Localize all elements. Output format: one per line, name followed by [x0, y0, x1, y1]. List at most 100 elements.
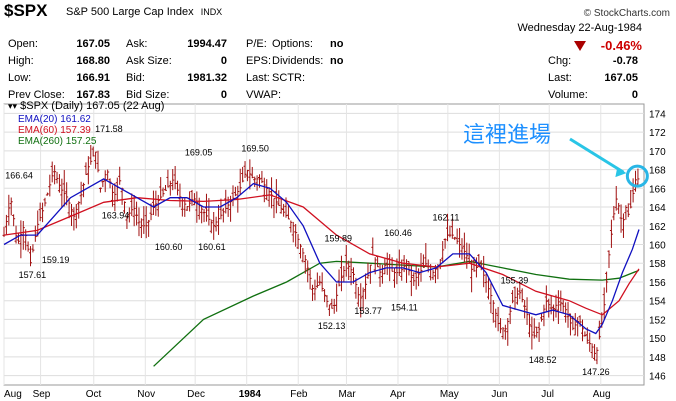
- quote-label: Last:: [246, 72, 270, 84]
- peak-label: 160.60: [155, 242, 183, 252]
- ema60-line: [3, 194, 640, 316]
- quote-label: Bid Size:: [126, 89, 170, 101]
- y-tick-label: 166: [649, 184, 666, 195]
- peak-label: 159.89: [324, 234, 352, 244]
- x-tick-label: Mar: [338, 389, 356, 400]
- quote-value: 168.80: [76, 55, 110, 67]
- quote-label: Chg:: [548, 55, 572, 67]
- quote-value: 166.91: [76, 72, 110, 84]
- quote-label: Ask Size:: [126, 55, 172, 67]
- peak-label: 169.05: [185, 148, 213, 158]
- quote-value: 167.83: [76, 89, 110, 101]
- y-tick-label: 154: [649, 297, 666, 308]
- quote-label: Low:: [8, 72, 32, 84]
- y-tick-label: 168: [649, 166, 666, 177]
- x-tick-label: Jun: [491, 389, 507, 400]
- legend-ema60: EMA(60) 157.39: [18, 125, 91, 136]
- highlight-circle: [625, 164, 649, 188]
- quote-date: Wednesday 22-Aug-1984: [517, 22, 642, 34]
- quote-label: Prev Close:: [8, 89, 65, 101]
- peak-label: 159.19: [42, 255, 70, 265]
- legend-main: ▾▾ $SPX (Daily) 167.05 (22 Aug): [8, 100, 165, 112]
- peak-label: 160.46: [384, 228, 412, 238]
- x-tick-label: Sep: [33, 389, 51, 400]
- quote-label: Last:: [548, 72, 572, 84]
- index-name: S&P 500 Large Cap Index: [66, 6, 194, 18]
- x-tick-label: Jul: [541, 389, 554, 400]
- y-tick-label: 148: [649, 353, 666, 364]
- peak-label: 160.61: [198, 242, 226, 252]
- quote-label: Open:: [8, 38, 38, 50]
- y-tick-label: 156: [649, 278, 666, 289]
- quote-value: 1994.47: [187, 38, 227, 50]
- peak-label: 166.64: [5, 170, 33, 180]
- quote-label: Volume:: [548, 89, 588, 101]
- quote-value: 0: [631, 89, 638, 101]
- legend-ema20: EMA(20) 161.62: [18, 114, 91, 125]
- peak-label: 162.11: [433, 213, 460, 223]
- price-bars: [2, 144, 640, 365]
- quote-label: Dividends:: [272, 55, 324, 67]
- y-tick-label: 170: [649, 147, 666, 158]
- y-tick-label: 164: [649, 203, 666, 214]
- x-tick-label: Aug: [593, 389, 611, 400]
- ema260-path: [153, 260, 640, 367]
- annotation: [569, 137, 649, 188]
- peak-label: 152.13: [318, 321, 346, 331]
- peak-label: 169.50: [241, 144, 269, 154]
- quote-value: no: [330, 55, 344, 67]
- ema60-path: [3, 194, 640, 316]
- peak-label: 155.39: [501, 276, 529, 286]
- y-tick-label: 174: [649, 109, 666, 120]
- y-tick-label: 146: [649, 372, 666, 383]
- peak-labels: 166.64 157.61 159.19 171.58 163.94 160.60 169.…: [5, 124, 609, 377]
- quote-value: 0: [220, 55, 227, 67]
- down-arrow-icon: [574, 41, 586, 51]
- quote-value: 167.05: [604, 72, 638, 84]
- quote-label: Bid:: [126, 72, 145, 84]
- x-tick-label: Apr: [390, 389, 406, 400]
- x-tick-label: 1984: [239, 389, 262, 400]
- y-tick-label: 150: [649, 334, 666, 345]
- peak-label: 153.77: [354, 306, 382, 316]
- x-tick-label: Feb: [290, 389, 308, 400]
- credit: © StockCharts.com: [583, 8, 670, 19]
- y-tick-label: 158: [649, 259, 666, 270]
- legend-ema260: EMA(260) 157.25: [18, 136, 97, 147]
- change-percent: -0.46%: [600, 38, 642, 53]
- peak-label: 148.52: [529, 355, 557, 365]
- quote-label: P/E:: [246, 38, 267, 50]
- y-tick-label: 172: [649, 128, 666, 139]
- quote-value: -0.78: [612, 55, 638, 67]
- y-tick-label: 162: [649, 222, 666, 233]
- arrow-head-icon: [615, 167, 627, 178]
- quote-value: 167.05: [76, 38, 110, 50]
- y-tick-label: 152: [649, 315, 666, 326]
- x-tick-label: Dec: [187, 389, 205, 400]
- chart-icon: ▾▾: [8, 101, 18, 111]
- peak-label: 171.58: [95, 124, 123, 134]
- annotation-arrow: [569, 137, 625, 174]
- y-tick-label: 160: [649, 241, 666, 252]
- quote-value: 0: [220, 89, 227, 101]
- ema20-path: [3, 178, 640, 335]
- x-tick-label: Oct: [86, 389, 102, 400]
- peak-label: 147.26: [582, 367, 610, 377]
- ema260-line: [153, 260, 640, 367]
- x-tick-label: May: [440, 389, 459, 400]
- annotation-text: 這裡進場: [463, 123, 552, 148]
- quote-label: EPS:: [246, 55, 272, 67]
- peak-label: 157.61: [19, 270, 47, 280]
- peak-label: 154.11: [391, 303, 418, 313]
- y-axis: 146 148 150 152 154 156 158 160 162 164 166 168 170 1…: [649, 109, 666, 382]
- x-tick-label: Aug: [4, 389, 22, 400]
- quote-label: SCTR:: [272, 72, 305, 84]
- quote-label: Ask:: [126, 38, 148, 50]
- peak-label: 163.94: [102, 211, 130, 221]
- exchange: INDX: [200, 7, 223, 17]
- quote-value: 1981.32: [187, 72, 227, 84]
- quote-label: VWAP:: [246, 89, 282, 101]
- quote-label: Options:: [272, 38, 313, 50]
- x-axis: Aug Sep Oct Nov Dec 1984 Feb Mar Apr May Jun Jul Aug: [4, 389, 611, 400]
